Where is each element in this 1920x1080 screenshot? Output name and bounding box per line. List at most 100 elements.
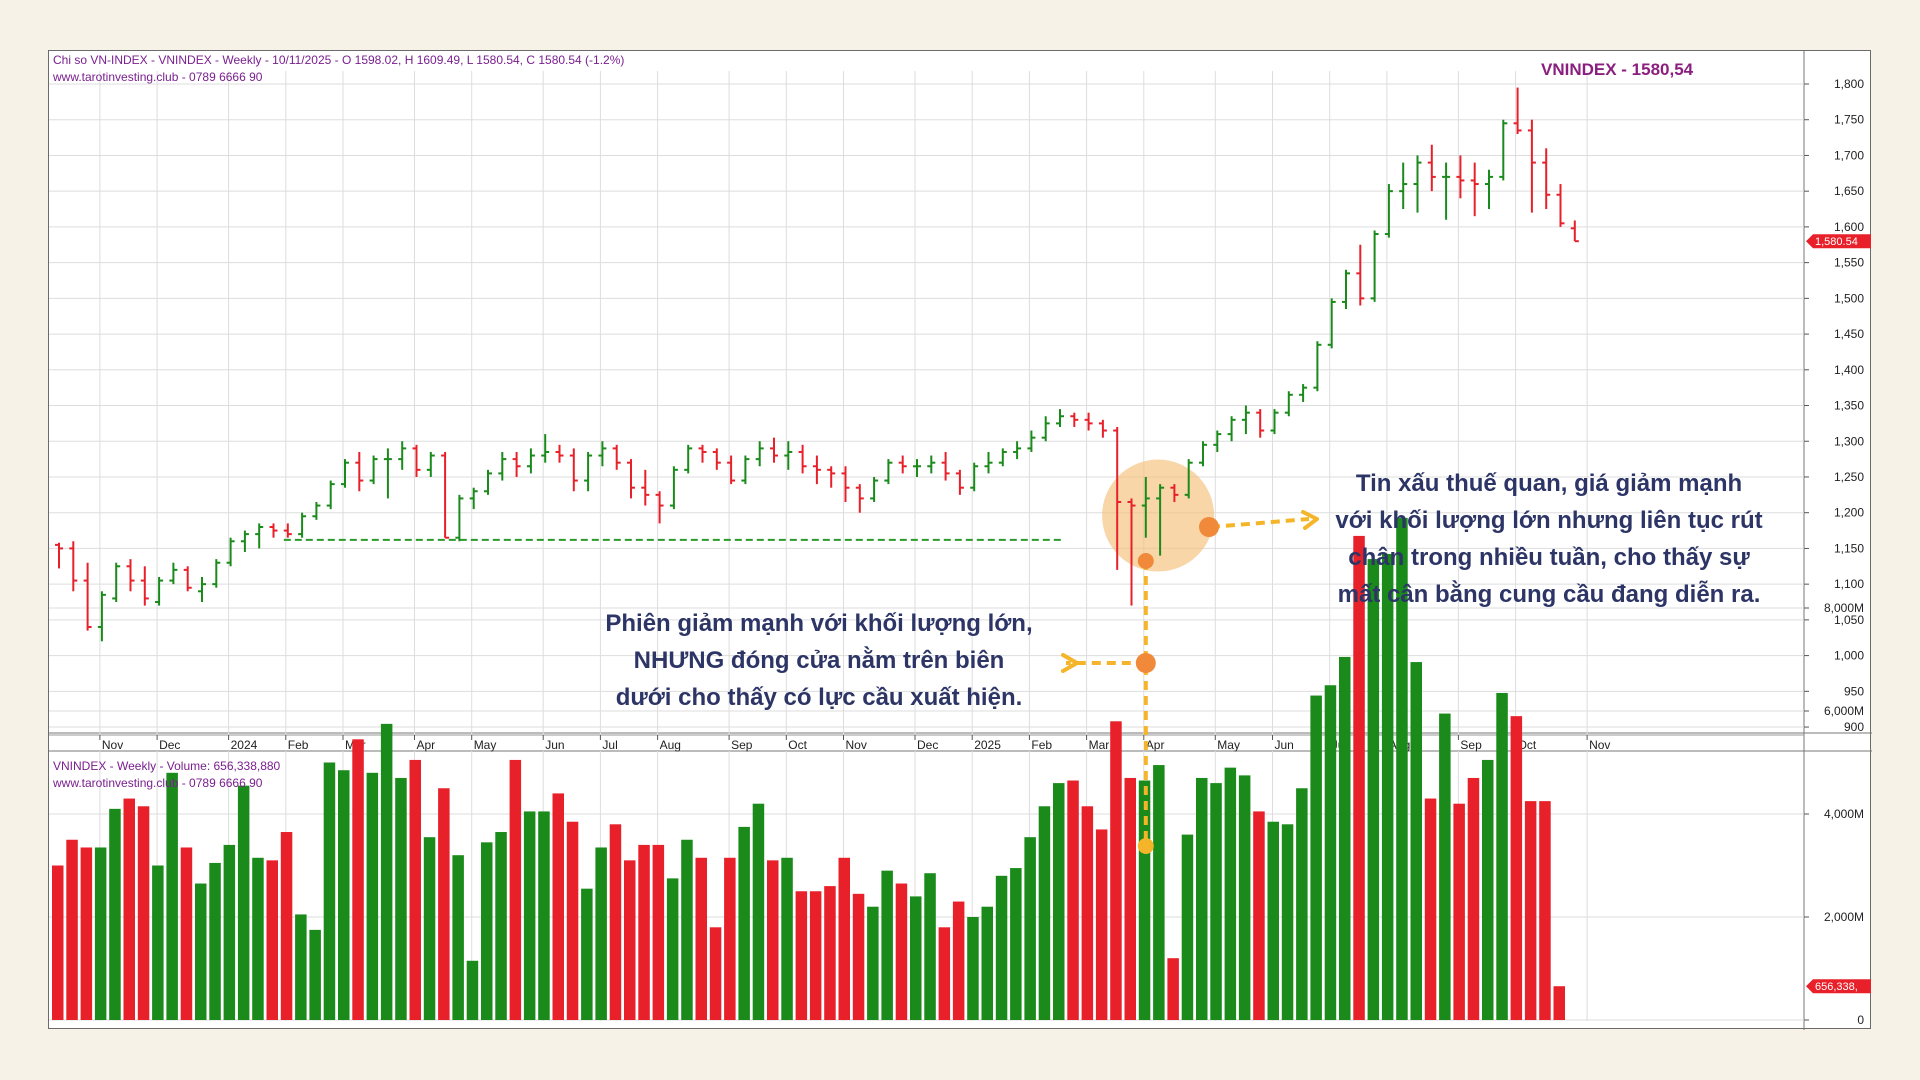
volume-bar [152,865,164,1020]
volume-bar [995,875,1008,1020]
x-tick-label: Feb [1031,738,1052,752]
volume-bar [1181,834,1194,1020]
ohlc-bar [555,444,564,463]
volume-bar [652,844,665,1020]
volume-bar [409,759,421,1020]
ohlc-bar [469,487,478,510]
ohlc-bar [1113,426,1122,570]
ohlc-bar [1170,484,1179,502]
ohlc-bar [255,523,264,549]
volume-bar [80,847,93,1020]
last-volume-tag-text: 656,338, [1815,981,1858,993]
price-tick-label: 900 [1844,720,1864,734]
volume-bar [438,788,450,1020]
ohlc-bar [1527,119,1536,213]
ohlc-bar [770,437,778,463]
ohlc-bar [841,466,850,502]
ohlc-bar [298,512,307,538]
connector-right [1210,517,1310,529]
ohlc-bar [598,441,607,467]
ohlc-bar [55,542,63,569]
ohlc-bar [455,494,464,542]
x-tick-label: May [1217,738,1240,752]
volume-bar [66,839,78,1020]
price-tick-label: 1,750 [1834,113,1864,127]
ohlc-bar [1256,409,1265,438]
price-tick-label: 1,050 [1834,613,1864,627]
volume-bar [1381,553,1394,1020]
volume-bar [423,837,436,1020]
volume-tick-label: 6,000M [1824,704,1864,718]
ohlc-bar [169,562,178,585]
ohlc-bar [312,501,321,520]
volume-bar [1053,783,1065,1020]
ohlc-bar [627,459,635,499]
ohlc-bar [712,448,721,470]
x-tick-label: Aug [660,738,681,752]
x-tick-label: Sep [731,738,753,752]
ohlc-bar [1270,409,1279,435]
ohlc-bar [326,480,335,510]
ohlc-bar [441,451,450,539]
volume-bar [495,832,507,1020]
ohlc-bar [812,455,821,485]
ohlc-bar [412,444,421,477]
ohlc-bar [1084,412,1093,431]
volume-bar [1353,535,1365,1020]
volume-bar [910,896,922,1020]
ohlc-bar [1199,441,1207,467]
volume-bar [1095,829,1108,1020]
volume-bar [209,862,221,1020]
volume-bar [452,855,464,1020]
marker-dot [1199,517,1219,537]
x-tick-label: Apr [1146,738,1165,752]
highlight-circle [1102,459,1215,572]
ohlc-bar [698,444,707,463]
volume-bar [924,873,936,1020]
x-tick-label: Jul [602,738,617,752]
ohlc-bar [1098,419,1107,438]
ohlc-bar [1399,162,1408,210]
ohlc-bar [398,441,407,470]
marker-dot [1137,553,1154,569]
volume-bar [609,824,622,1020]
ohlc-bar [727,455,736,485]
volume-bar [1396,517,1408,1020]
ohlc-bar [1327,298,1336,349]
volume-bar [695,857,707,1020]
ohlc-bar [426,451,435,477]
volume-bar [1224,767,1237,1020]
ohlc-bar [1241,405,1250,435]
annotation-left-line: Phiên giảm mạnh với khối lượng lớn, [605,610,1033,637]
ohlc-bar [1127,498,1136,606]
ohlc-bar [69,541,78,592]
volume-bar [967,917,979,1020]
volume-bar [566,821,579,1020]
volume-bar [1496,692,1508,1020]
volume-bar [1010,868,1022,1020]
volume-bar [1196,777,1208,1020]
chart-frame: 1,800 1,750 1,700 1,650 1,600 1,550 1,500 1,450… [48,50,1872,1030]
volume-bar [395,777,407,1020]
volume-bar [195,883,207,1020]
volume-bar [581,888,593,1020]
volume-bar [809,891,822,1020]
ohlc-bar [641,469,650,506]
volume-bar [1210,783,1222,1020]
ohlc-bar [998,448,1007,467]
price-tick-label: 1,650 [1834,184,1864,198]
ohlc-bar [1156,484,1165,556]
ohlc-bar [1456,155,1465,199]
volume-bar [252,857,264,1020]
volume-bar [681,839,693,1020]
x-tick-label: Nov [846,738,867,752]
volume-bar [366,772,379,1020]
ohlc-bar [612,444,621,470]
ohlc-bar [341,459,349,488]
annotation-right-line: chân trong nhiều tuần, cho thấy sự [1348,544,1750,571]
ohlc-bar [884,459,893,485]
ohlc-bar [140,566,149,606]
volume-bar [1310,695,1322,1020]
volume-tick-label: 8,000M [1824,601,1864,615]
volume-bar [1524,801,1537,1020]
